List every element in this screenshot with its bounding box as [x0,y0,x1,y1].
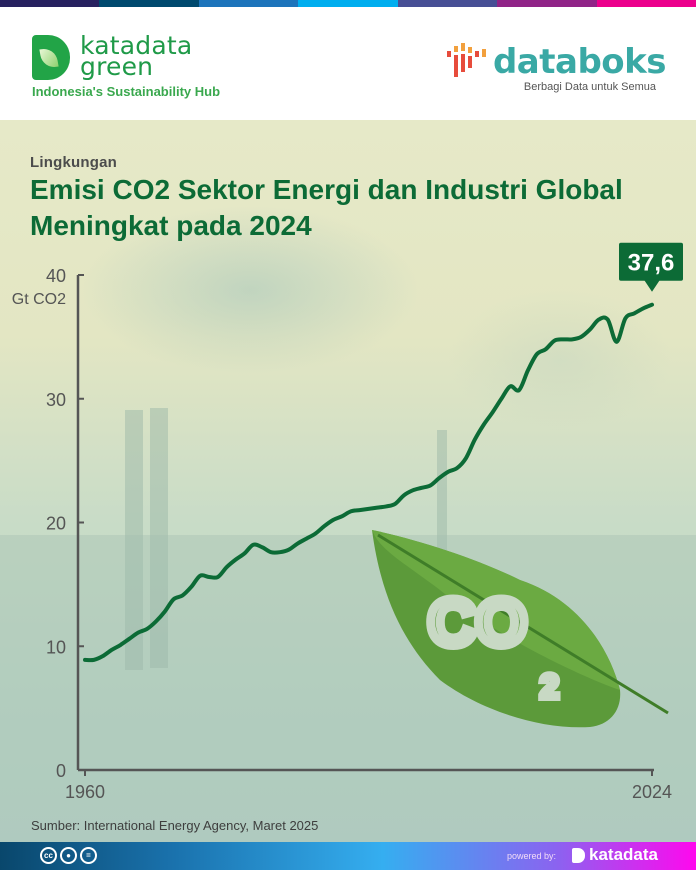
katadata-green-logo: katadata green [32,31,193,81]
license-icons: cc ● = [40,847,97,864]
category-label: Lingkungan [30,154,117,171]
y-tick-label: 20 [46,514,66,534]
databoks-tagline: Berbagi Data untuk Semua [523,81,656,93]
y-tick-label: 10 [46,637,66,657]
callout-value: 37,6 [628,250,675,277]
chimney-silhouette [150,408,168,668]
bars-icon [446,43,489,79]
footer-bar: cc ● = powered by: katadata [0,842,696,870]
databoks-wordmark: databoks [492,42,667,82]
chimney-silhouette [437,430,447,650]
cc-icon[interactable]: cc [40,847,57,864]
y-tick-label: 30 [46,390,66,410]
leaf-d-icon [32,35,70,80]
header: katadata green Indonesia's Sustainabilit… [0,7,696,120]
logo-line1: katadata [80,31,193,60]
databoks-logo: databoks [446,42,667,82]
source-note: Sumber: International Energy Agency, Mar… [31,818,319,833]
x-tick-label: 2024 [632,782,672,802]
color-bar [0,0,696,7]
co2-leaf-illustration: CO 2 [372,530,669,728]
by-icon[interactable]: ● [60,847,77,864]
y-tick-label: 40 [46,266,66,286]
x-tick-label: 1960 [65,782,105,802]
y-axis-unit: Gt CO2 [12,291,66,308]
powered-by-label: powered by: [506,851,556,861]
y-tick-label: 0 [56,761,66,781]
chart-title: Emisi CO2 Sektor Energi dan Industri Glo… [30,174,623,241]
logo-tagline: Indonesia's Sustainability Hub [32,84,221,99]
nd-icon[interactable]: = [80,847,97,864]
chimney-silhouette [125,410,143,670]
emission-line [83,302,654,663]
logo-line2: green [80,52,154,81]
co2-leaf-text: CO [428,585,527,659]
katadata-brand: katadata [589,845,658,864]
katadata-d-icon [572,847,586,863]
katadata-footer-logo[interactable]: katadata [572,845,658,865]
svg-text:2: 2 [540,668,559,706]
line-chart: CO 2 0 10 20 30 40 Gt CO2 1960 2024 37,6 [12,242,683,802]
value-callout[interactable]: 37,6 [619,242,683,292]
